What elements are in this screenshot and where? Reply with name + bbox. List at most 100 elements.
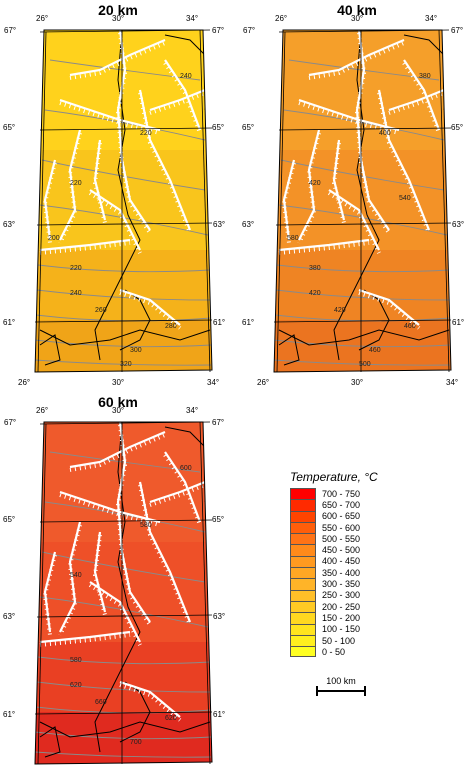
meridian-line — [199, 421, 211, 765]
parallel-line — [275, 222, 452, 226]
contour-label: 220 — [70, 180, 82, 187]
legend-label: 350 - 400 — [322, 567, 361, 578]
parallel-line — [273, 319, 452, 323]
lat-label-67: 67° — [243, 26, 256, 35]
lat-label-61-right: 61° — [452, 318, 465, 327]
legend-label: 200 - 250 — [322, 601, 361, 612]
temperature-map-20km: 240 220 220 220 240 260 280 300 320 200 — [34, 29, 213, 373]
legend-swatch — [290, 578, 316, 590]
parallel-line — [34, 711, 213, 715]
fault-ticks — [308, 41, 405, 80]
lat-label-65-right: 65° — [212, 515, 225, 524]
fault-ticks — [69, 433, 166, 472]
parallel-line — [34, 319, 213, 323]
fault-line — [39, 630, 131, 644]
legend-entries: 700 - 750 650 - 700 600 - 650 550 - 600 500 … — [290, 488, 400, 658]
legend-swatch — [290, 634, 316, 647]
lat-label-67-right: 67° — [212, 26, 225, 35]
fault-ticks — [69, 41, 166, 80]
panel-40km: 40 km 26° 30° 34° 67° 65° 63° 61° 67° 65… — [239, 0, 474, 395]
contour-label: 460 — [369, 347, 381, 354]
legend-label: 600 - 650 — [322, 511, 361, 522]
fault-line — [164, 451, 202, 523]
meridian-line — [438, 29, 450, 373]
coastline-border — [94, 422, 141, 753]
lon-label-34: 34° — [186, 14, 199, 23]
fault-line — [149, 88, 206, 112]
scale-bar: 100 km — [316, 676, 366, 702]
lat-label-61-right: 61° — [213, 318, 226, 327]
contour-label: 500 — [359, 361, 371, 368]
lat-label-65: 65° — [242, 123, 255, 132]
contour-label: 580 — [140, 522, 152, 529]
contour-label: 240 — [70, 290, 82, 297]
lat-label-61: 61° — [3, 710, 16, 719]
isotherm-contour — [274, 339, 451, 348]
fault-ticks — [92, 534, 107, 616]
lon-label-34-bottom: 34° — [446, 378, 459, 387]
contour-label: 700 — [130, 739, 142, 746]
contour-label: 220 — [70, 265, 82, 272]
legend-entry: 500 - 550 — [290, 533, 400, 545]
panel-title: 60 km — [98, 394, 138, 410]
isotherm-contour — [49, 451, 201, 473]
fault-ticks — [58, 524, 82, 636]
legend-label: 300 - 350 — [322, 579, 361, 590]
legend-label: 650 - 700 — [322, 499, 361, 510]
lon-label-26-bottom: 26° — [257, 378, 270, 387]
lat-label-61-right: 61° — [213, 710, 226, 719]
fault-ticks — [149, 91, 206, 115]
legend-label: 400 - 450 — [322, 556, 361, 567]
contour-label: 280 — [165, 323, 177, 330]
legend-label: 100 - 150 — [322, 624, 361, 635]
contour-label: 620 — [70, 682, 82, 689]
coastline-border — [278, 334, 300, 366]
fault-ticks — [59, 493, 161, 527]
isotherm-contour — [49, 59, 201, 81]
parallel-line — [278, 127, 452, 131]
temperature-band — [35, 30, 212, 150]
temperature-map-60km: 600 580 540 580 620 660 620 700 — [34, 421, 213, 765]
fault-ticks — [88, 191, 142, 254]
map-content — [35, 422, 212, 764]
legend-swatch — [290, 600, 316, 613]
legend-entry: 650 - 700 — [290, 499, 400, 511]
coastline-border — [39, 334, 61, 366]
coastline-border — [39, 726, 61, 758]
contour-label: 540 — [399, 195, 411, 202]
lon-label-26: 26° — [275, 14, 288, 23]
temperature-band — [274, 30, 451, 150]
lon-label-34: 34° — [186, 406, 199, 415]
contour-label: 460 — [404, 323, 416, 330]
lon-label-30: 30° — [112, 406, 125, 415]
legend-label: 50 - 100 — [322, 635, 356, 646]
lat-label-61: 61° — [3, 318, 16, 327]
fault-ticks — [327, 191, 381, 254]
panel-title: 20 km — [98, 2, 138, 18]
lat-label-65-right: 65° — [212, 123, 225, 132]
contour-label: 580 — [70, 657, 82, 664]
lon-label-34: 34° — [425, 14, 438, 23]
legend-swatch — [290, 510, 316, 522]
lon-label-30-bottom: 30° — [351, 378, 364, 387]
legend-label: 700 - 750 — [322, 488, 361, 499]
fault-line — [119, 680, 181, 718]
legend-swatch — [290, 499, 316, 511]
legend-swatch — [290, 488, 316, 500]
meridian-line — [37, 31, 47, 373]
fault-ticks — [115, 32, 152, 235]
lon-label-34-bottom: 34° — [207, 378, 220, 387]
fault-ticks — [58, 132, 82, 244]
legend-swatch — [290, 521, 316, 534]
contour-label: 300 — [130, 347, 142, 354]
scale-bar-label: 100 km — [326, 676, 356, 686]
legend-entry: 350 - 400 — [290, 567, 400, 579]
legend-entry: 400 - 450 — [290, 555, 400, 568]
meridian-line — [276, 31, 286, 373]
legend-swatch — [290, 589, 316, 601]
map-frame — [34, 421, 213, 765]
fault-ticks — [39, 633, 131, 647]
legend-entry: 450 - 500 — [290, 544, 400, 556]
coastline-border — [39, 721, 211, 738]
coastline-border — [278, 329, 450, 346]
